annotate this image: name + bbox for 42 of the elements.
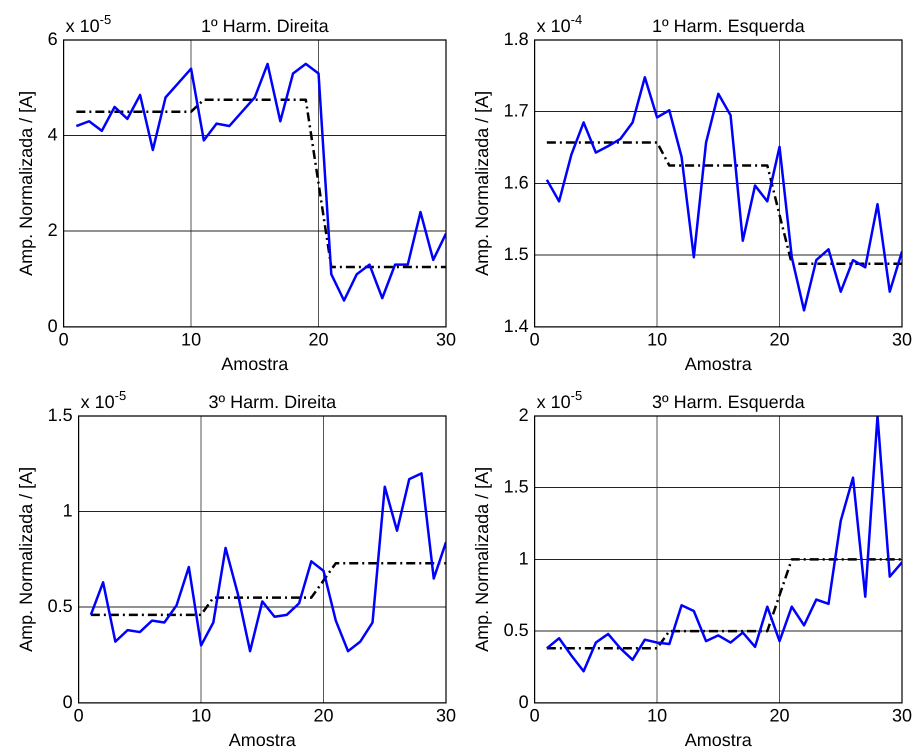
x-axis-title: Amostra (684, 354, 753, 374)
y-tick-label: 0 (62, 692, 73, 712)
x-tick-label: 20 (770, 330, 790, 350)
chart-title: 1º Harm. Esquerda (652, 16, 806, 36)
y-tick-label: 2 (48, 220, 58, 240)
y-axis-title: Amp. Normalizada / [A] (16, 90, 36, 276)
y-tick-label: 1.5 (48, 404, 73, 425)
y-tick-label: 1.5 (504, 476, 529, 497)
y-tick-label: 1.5 (504, 244, 529, 264)
x-axis-title: Amostra (684, 730, 753, 750)
y-tick-label: 1 (62, 500, 73, 521)
y-tick-label: 1.7 (504, 100, 529, 121)
y-axis-title: Amp. Normalizada / [A] (472, 466, 492, 652)
x-tick-label: 30 (436, 330, 456, 350)
y-axis-title: Amp. Normalizada / [A] (16, 466, 36, 652)
y-tick-label: 0.5 (48, 596, 73, 616)
chart-title: 3º Harm. Esquerda (652, 392, 806, 412)
x-tick-label: 20 (314, 706, 334, 726)
y-tick-label: 1.8 (504, 28, 529, 49)
x-tick-label: 10 (647, 330, 668, 350)
x-tick-label: 30 (436, 706, 456, 726)
x-tick-label: 30 (892, 706, 912, 726)
x-axis-title: Amostra (221, 354, 290, 374)
x-tick-label: 10 (647, 706, 668, 726)
y-tick-label: 1.6 (504, 172, 529, 192)
y-axis-title: Amp. Normalizada / [A] (472, 90, 492, 276)
x-tick-label: 10 (181, 330, 202, 350)
y-tick-label: 6 (48, 28, 58, 49)
chart-title: 3º Harm. Direita (208, 392, 338, 412)
chart-title: 1º Harm. Direita (201, 16, 330, 36)
y-tick-label: 1 (518, 548, 529, 568)
y-tick-label: 1.4 (504, 316, 529, 336)
x-tick-label: 20 (308, 330, 329, 350)
y-tick-label: 0 (48, 316, 58, 336)
y-tick-label: 0.5 (504, 620, 529, 640)
y-tick-label: 4 (48, 124, 58, 145)
y-tick-label: 0 (518, 692, 529, 712)
x-axis-title: Amostra (228, 730, 297, 750)
x-tick-label: 10 (191, 706, 212, 726)
y-tick-label: 2 (518, 404, 529, 425)
x-tick-label: 30 (892, 330, 912, 350)
x-tick-label: 20 (770, 706, 790, 726)
